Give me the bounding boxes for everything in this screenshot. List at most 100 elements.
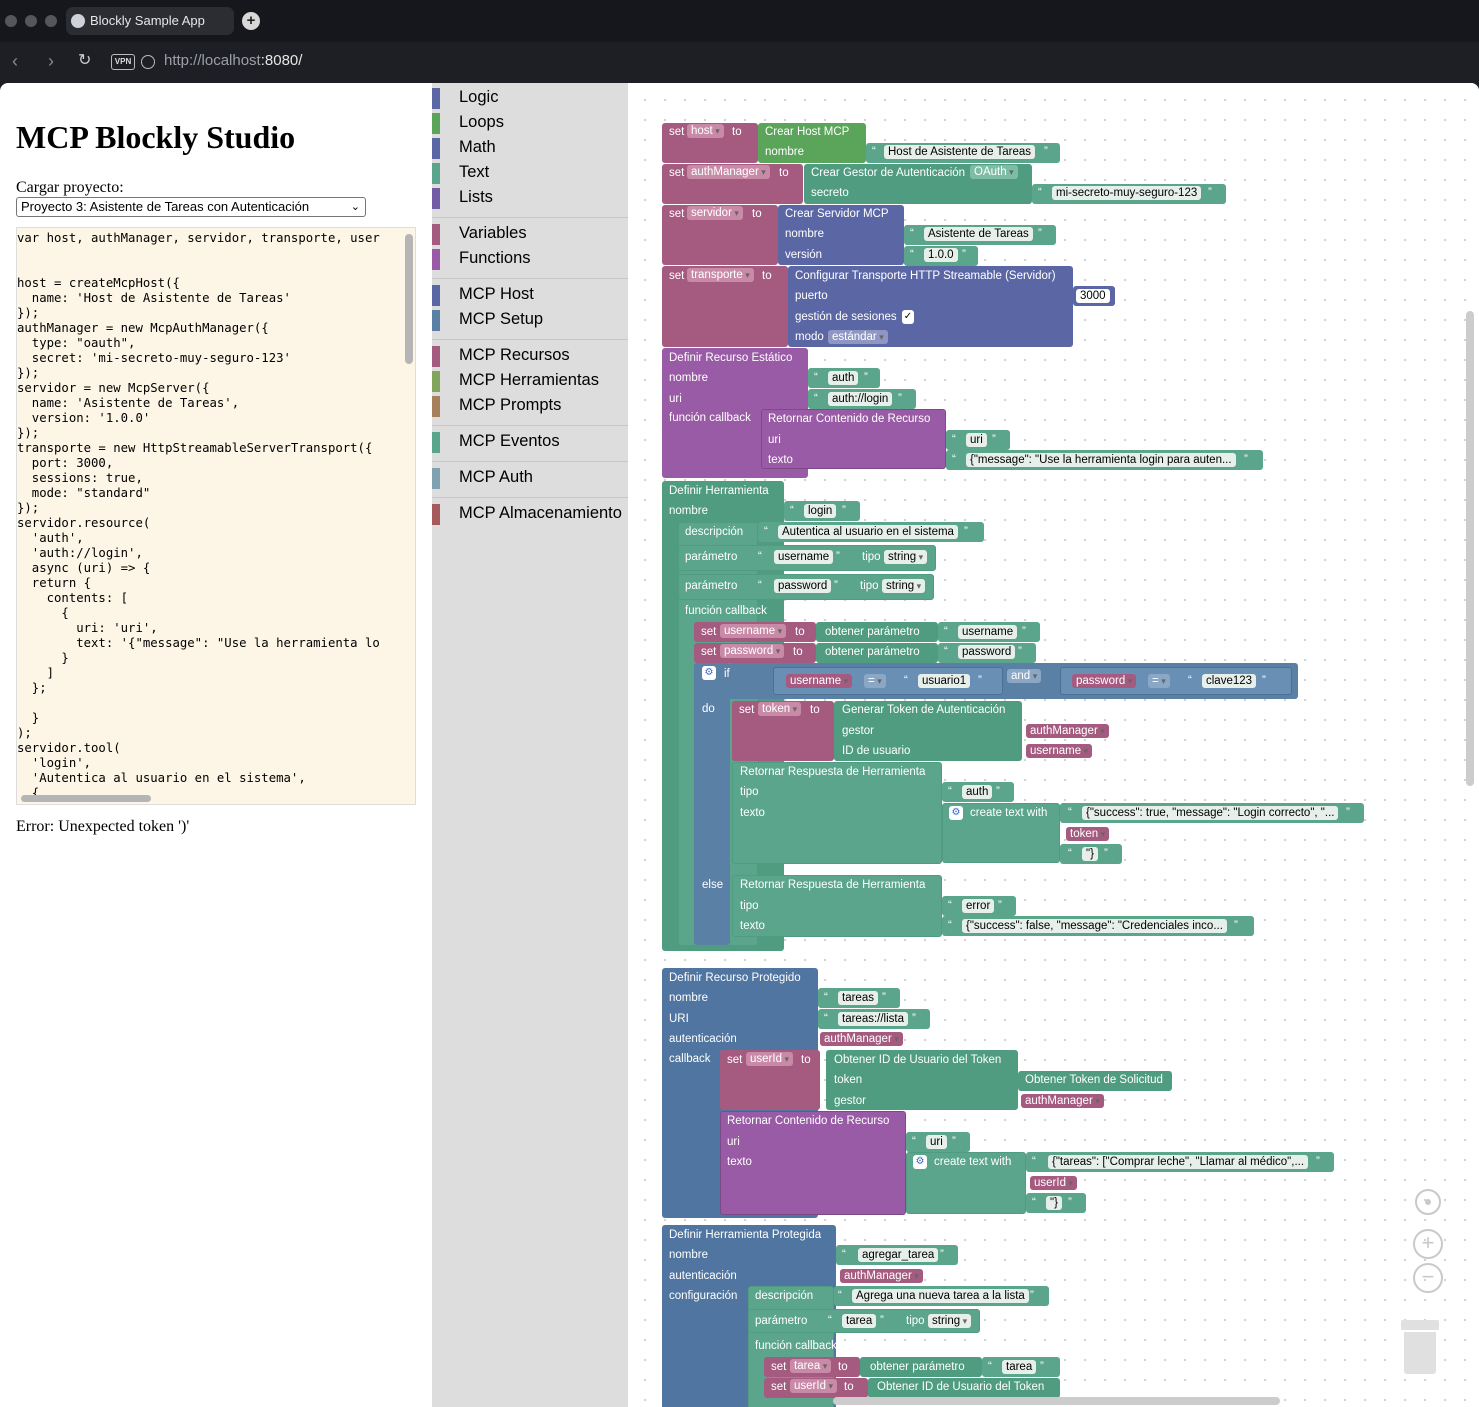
code-vertical-scrollbar[interactable] [405, 234, 413, 364]
toolbox-category-text[interactable]: Text [432, 161, 628, 186]
crear-servidor-block[interactable] [778, 205, 904, 265]
toolbox-category-mcp-eventos[interactable]: MCP Eventos [432, 430, 628, 455]
text-field[interactable]: uri [926, 1135, 947, 1149]
gear-icon[interactable]: ⚙ [702, 666, 716, 680]
toolbox-category-mcp-auth[interactable]: MCP Auth [432, 466, 628, 491]
crear-host-block[interactable] [758, 123, 866, 163]
vpn-badge[interactable]: VPN [111, 54, 135, 70]
toolbox-category-math[interactable]: Math [432, 136, 628, 161]
text-field[interactable]: username [774, 550, 834, 564]
variable-dropdown[interactable]: authManager [840, 1269, 923, 1283]
toolbox-category-mcp-herramientas[interactable]: MCP Herramientas [432, 369, 628, 394]
text-field[interactable]: password [774, 579, 832, 593]
variable-dropdown[interactable]: userId [746, 1052, 793, 1066]
text-field[interactable]: {"tareas": ["Comprar leche", "Llamar al … [1048, 1155, 1309, 1169]
auth-type-dropdown[interactable]: OAuth [970, 165, 1018, 179]
text-field[interactable]: Host de Asistente de Tareas [884, 145, 1035, 159]
toolbox-category-mcp-host[interactable]: MCP Host [432, 283, 628, 308]
blockly-workspace[interactable]: set host to Crear Host MCP nombre “ Host… [628, 83, 1479, 1407]
gear-icon[interactable]: ⚙ [913, 1155, 927, 1169]
window-close-dot[interactable] [5, 15, 17, 27]
url-text[interactable]: http://localhost:8080/ [164, 52, 303, 69]
obtener-id-usuario-block[interactable] [826, 1050, 1018, 1110]
type-dropdown[interactable]: string [882, 579, 926, 593]
obtener-parametro-block[interactable] [860, 1357, 982, 1377]
variable-dropdown[interactable]: username [786, 674, 853, 688]
text-field[interactable]: uri [966, 433, 987, 447]
text-field[interactable]: tarea [1002, 1360, 1037, 1374]
window-maximize-dot[interactable] [45, 15, 57, 27]
toolbox-category-mcp-prompts[interactable]: MCP Prompts [432, 394, 628, 419]
generated-code-panel[interactable]: var host, authManager, servidor, transpo… [16, 227, 416, 805]
retornar-contenido-block[interactable] [761, 409, 946, 469]
text-field[interactable]: auth [962, 785, 993, 799]
workspace-horizontal-scrollbar[interactable] [833, 1397, 1280, 1405]
variable-dropdown[interactable]: authManager [820, 1032, 903, 1046]
variable-dropdown[interactable]: username [720, 624, 787, 638]
text-field[interactable]: mi-secreto-muy-seguro-123 [1052, 186, 1202, 200]
text-field[interactable]: Asistente de Tareas [924, 227, 1033, 241]
obtener-token-solicitud-block[interactable] [1018, 1071, 1172, 1091]
toolbox-category-mcp-almacenamiento[interactable]: MCP Almacenamiento [432, 502, 628, 527]
text-field[interactable]: "} [1082, 847, 1098, 861]
variable-dropdown[interactable]: userId [790, 1379, 837, 1393]
site-info-icon[interactable] [141, 55, 155, 69]
number-field[interactable]: 3000 [1076, 289, 1110, 303]
variable-dropdown[interactable]: servidor [687, 206, 743, 220]
new-tab-button[interactable]: + [242, 12, 260, 30]
variable-dropdown[interactable]: userId [1030, 1176, 1077, 1190]
text-field[interactable]: password [958, 645, 1016, 659]
obtener-parametro-block[interactable] [816, 622, 938, 642]
mode-dropdown[interactable]: estándar [828, 330, 888, 344]
variable-dropdown[interactable]: authManager [687, 165, 770, 179]
text-field[interactable]: {"message": "Use la herramienta login pa… [966, 453, 1236, 467]
zoom-in-icon[interactable]: + [1413, 1229, 1443, 1259]
operator-dropdown[interactable]: = [864, 674, 886, 688]
text-field[interactable]: agregar_tarea [858, 1248, 939, 1262]
workspace-vertical-scrollbar[interactable] [1466, 311, 1474, 786]
toolbox-category-lists[interactable]: Lists [432, 186, 628, 211]
zoom-out-icon[interactable]: − [1413, 1263, 1443, 1293]
toolbox-category-functions[interactable]: Functions [432, 247, 628, 272]
variable-dropdown[interactable]: token [1066, 827, 1110, 841]
browser-tab[interactable]: Blockly Sample App [66, 7, 234, 35]
trash-icon[interactable] [1401, 1320, 1439, 1376]
text-field[interactable]: error [962, 899, 995, 913]
retornar-respuesta-block[interactable] [732, 762, 942, 864]
text-field[interactable]: Autentica al usuario en el sistema [778, 525, 958, 539]
text-field[interactable]: {"success": false, "message": "Credencia… [962, 919, 1227, 933]
text-field[interactable]: Agrega una nueva tarea a la lista [852, 1289, 1029, 1303]
reload-icon[interactable]: ↻ [78, 52, 92, 69]
operator-dropdown[interactable]: = [1148, 674, 1170, 688]
toolbox-category-variables[interactable]: Variables [432, 222, 628, 247]
variable-dropdown[interactable]: username [1026, 744, 1093, 758]
text-field[interactable]: auth [828, 371, 859, 385]
text-field[interactable]: auth://login [828, 392, 893, 406]
logic-operator-dropdown[interactable]: and [1007, 669, 1042, 683]
toolbox-category-logic[interactable]: Logic [432, 86, 628, 111]
variable-dropdown[interactable]: password [720, 644, 785, 658]
gear-icon[interactable]: ⚙ [949, 806, 963, 820]
code-horizontal-scrollbar[interactable] [21, 795, 151, 802]
window-minimize-dot[interactable] [25, 15, 37, 27]
variable-dropdown[interactable]: authManager [1021, 1094, 1104, 1108]
variable-dropdown[interactable]: password [1072, 674, 1137, 688]
toolbox-category-mcp-setup[interactable]: MCP Setup [432, 308, 628, 333]
variable-dropdown[interactable]: transporte [687, 268, 754, 282]
variable-dropdown[interactable]: host [687, 124, 724, 138]
text-field[interactable]: 1.0.0 [924, 248, 958, 262]
text-field[interactable]: tareas [838, 991, 878, 1005]
text-field[interactable]: usuario1 [918, 674, 971, 688]
obtener-id-usuario-block[interactable] [868, 1378, 1060, 1398]
retornar-contenido-block[interactable] [720, 1111, 906, 1215]
text-field[interactable]: tareas://lista [838, 1012, 908, 1026]
variable-dropdown[interactable]: token [758, 702, 802, 716]
type-dropdown[interactable]: string [928, 1314, 972, 1328]
generar-token-block[interactable] [834, 701, 1022, 761]
text-field[interactable]: "} [1046, 1196, 1062, 1210]
text-field[interactable]: username [958, 625, 1018, 639]
text-field[interactable]: clave123 [1202, 674, 1257, 688]
if-else-block[interactable] [694, 663, 730, 945]
variable-dropdown[interactable]: tarea [790, 1359, 832, 1373]
toolbox-category-mcp-recursos[interactable]: MCP Recursos [432, 344, 628, 369]
